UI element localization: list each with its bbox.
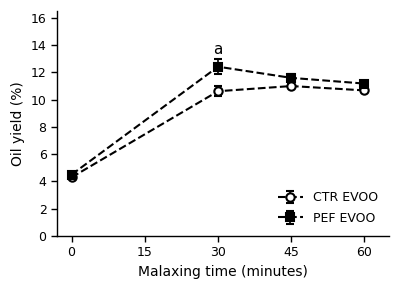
Text: a: a bbox=[213, 42, 223, 57]
Y-axis label: Oil yield (%): Oil yield (%) bbox=[11, 81, 25, 166]
X-axis label: Malaxing time (minutes): Malaxing time (minutes) bbox=[138, 265, 308, 279]
Legend: CTR EVOO, PEF EVOO: CTR EVOO, PEF EVOO bbox=[272, 186, 383, 230]
